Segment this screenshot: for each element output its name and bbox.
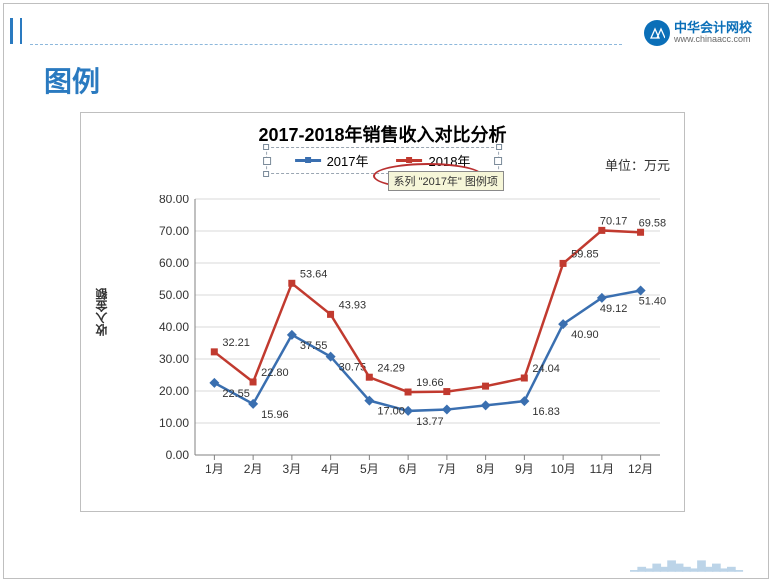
svg-text:43.93: 43.93 <box>339 299 367 311</box>
chart-plot-area: 0.00 10.00 20.00 30.00 40.00 50.00 60.00 70.00 8… <box>153 195 666 477</box>
svg-text:24.29: 24.29 <box>377 362 405 374</box>
svg-text:69.58: 69.58 <box>639 217 666 229</box>
svg-text:6月: 6月 <box>399 462 418 476</box>
svg-text:10月: 10月 <box>550 462 575 476</box>
svg-text:70.00: 70.00 <box>159 224 189 238</box>
svg-text:37.55: 37.55 <box>300 340 328 352</box>
svg-text:5月: 5月 <box>360 462 379 476</box>
svg-text:40.00: 40.00 <box>159 320 189 334</box>
chart-svg: 0.00 10.00 20.00 30.00 40.00 50.00 60.00 70.00 8… <box>153 195 666 477</box>
svg-text:9月: 9月 <box>515 462 534 476</box>
svg-text:59.85: 59.85 <box>571 248 599 260</box>
svg-text:60.00: 60.00 <box>159 256 189 270</box>
chart-legend[interactable]: 2017年 2018年 <box>266 147 500 174</box>
svg-text:11月: 11月 <box>590 462 614 476</box>
svg-text:3月: 3月 <box>283 462 302 476</box>
svg-text:53.64: 53.64 <box>300 268 328 280</box>
svg-text:17.00: 17.00 <box>377 406 405 418</box>
svg-text:70.17: 70.17 <box>600 215 628 227</box>
svg-text:16.83: 16.83 <box>532 406 560 418</box>
legend-swatch-2017 <box>295 159 321 162</box>
brand-name: 中华会计网校 <box>674 21 752 35</box>
svg-text:13.77: 13.77 <box>416 416 444 428</box>
svg-text:32.21: 32.21 <box>222 337 250 349</box>
svg-text:22.55: 22.55 <box>222 388 250 400</box>
brand-logo-icon <box>644 20 670 46</box>
brand-logo: 中华会计网校 www.chinaacc.com <box>644 20 752 46</box>
svg-text:10.00: 10.00 <box>159 416 189 430</box>
header-dotted-line <box>30 44 622 45</box>
svg-text:2月: 2月 <box>244 462 263 476</box>
chart-container: 2017-2018年销售收入对比分析 2017年 2018年 系列 "2017年… <box>80 112 685 512</box>
legend-item-2018[interactable]: 2018年 <box>397 151 471 170</box>
footer-skyline-decoration: ▁▃▂▅▃▇▅▃▂▇▃▅▂▃▁ <box>630 559 742 572</box>
y-axis-label: 收入金额 <box>93 288 110 336</box>
page-title: 图例 <box>44 60 100 100</box>
legend-label-2018: 2018年 <box>429 151 471 170</box>
svg-text:1月: 1月 <box>205 462 224 476</box>
svg-text:0.00: 0.00 <box>166 448 190 462</box>
svg-text:8月: 8月 <box>476 462 495 476</box>
svg-text:4月: 4月 <box>321 462 340 476</box>
svg-text:12月: 12月 <box>628 462 653 476</box>
legend-item-2017[interactable]: 2017年 <box>295 151 369 170</box>
svg-text:20.00: 20.00 <box>159 384 189 398</box>
chart-unit-label: 单位：万元 <box>605 155 670 174</box>
svg-text:40.90: 40.90 <box>571 329 599 341</box>
chart-title: 2017-2018年销售收入对比分析 <box>81 113 684 147</box>
svg-text:7月: 7月 <box>438 462 457 476</box>
brand-url: www.chinaacc.com <box>674 35 752 44</box>
legend-label-2017: 2017年 <box>327 151 369 170</box>
svg-text:24.04: 24.04 <box>532 363 560 375</box>
svg-text:80.00: 80.00 <box>159 195 189 206</box>
svg-text:19.66: 19.66 <box>416 377 444 389</box>
svg-text:22.80: 22.80 <box>261 367 289 379</box>
svg-text:51.40: 51.40 <box>639 296 666 308</box>
svg-text:49.12: 49.12 <box>600 303 628 315</box>
legend-swatch-2018 <box>397 159 423 162</box>
svg-text:30.00: 30.00 <box>159 352 189 366</box>
svg-text:50.00: 50.00 <box>159 288 189 302</box>
legend-tooltip: 系列 "2017年" 图例项 <box>388 171 504 191</box>
header-decoration <box>10 18 22 44</box>
svg-text:15.96: 15.96 <box>261 409 289 421</box>
